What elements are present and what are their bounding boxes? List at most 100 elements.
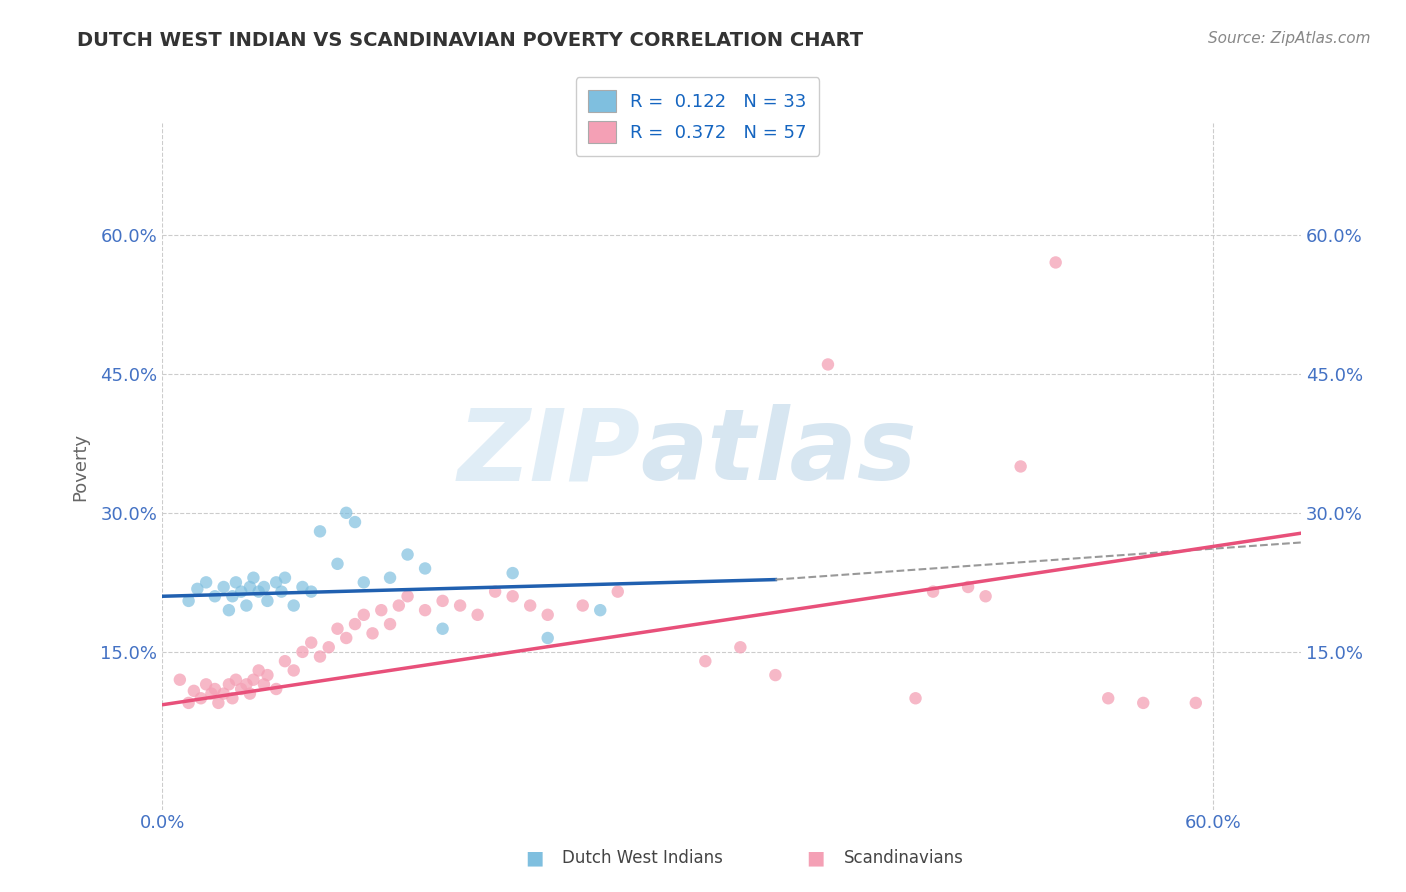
Point [274, 654, 297, 668]
Point [519, 599, 541, 613]
Point [606, 584, 628, 599]
Point [253, 677, 276, 691]
Point [204, 589, 226, 603]
Point [309, 524, 332, 539]
Point [169, 673, 191, 687]
Point [247, 584, 270, 599]
Text: Dutch West Indians: Dutch West Indians [562, 849, 723, 867]
Point [817, 358, 839, 372]
Point [1010, 459, 1032, 474]
Text: ZIP: ZIP [457, 404, 641, 501]
Point [291, 645, 314, 659]
Point [957, 580, 980, 594]
Point [1045, 255, 1067, 269]
Point [589, 603, 612, 617]
Point [264, 681, 287, 696]
Y-axis label: Poverty: Poverty [72, 433, 89, 500]
Point [396, 548, 419, 562]
Point [335, 631, 357, 645]
Point [537, 607, 560, 622]
Point [253, 580, 276, 594]
Point [484, 584, 506, 599]
Point [1184, 696, 1206, 710]
Point [309, 649, 332, 664]
Point [370, 603, 392, 617]
Point [242, 673, 264, 687]
Point [730, 640, 752, 655]
Point [218, 603, 240, 617]
Point [256, 668, 278, 682]
Point [225, 575, 247, 590]
Text: Source: ZipAtlas.com: Source: ZipAtlas.com [1208, 31, 1371, 46]
Point [212, 580, 235, 594]
Point [204, 681, 226, 696]
Point [195, 575, 218, 590]
Point [186, 582, 208, 596]
Point [378, 617, 401, 632]
Point [353, 607, 375, 622]
Point [177, 594, 200, 608]
Point [221, 691, 243, 706]
Point [231, 584, 253, 599]
Point [388, 599, 411, 613]
Point [449, 599, 471, 613]
Point [242, 571, 264, 585]
Point [974, 589, 997, 603]
Point [432, 594, 454, 608]
Point [256, 594, 278, 608]
Point [239, 687, 262, 701]
Point [299, 635, 322, 649]
Point [270, 584, 292, 599]
Text: ■: ■ [806, 848, 825, 867]
Text: Scandinavians: Scandinavians [844, 849, 963, 867]
Point [231, 681, 253, 696]
Point [396, 589, 419, 603]
Text: ■: ■ [524, 848, 544, 867]
Point [335, 506, 357, 520]
Point [235, 677, 257, 691]
Point [207, 696, 229, 710]
Point [413, 603, 436, 617]
Point [195, 677, 218, 691]
Point [344, 617, 367, 632]
Point [326, 622, 349, 636]
Point [218, 677, 240, 691]
Point [283, 664, 305, 678]
Point [318, 640, 340, 655]
Point [212, 687, 235, 701]
Text: DUTCH WEST INDIAN VS SCANDINAVIAN POVERTY CORRELATION CHART: DUTCH WEST INDIAN VS SCANDINAVIAN POVERT… [77, 31, 863, 50]
Point [247, 664, 270, 678]
Point [274, 571, 297, 585]
Point [221, 589, 243, 603]
Point [353, 575, 375, 590]
Point [904, 691, 927, 706]
Point [1097, 691, 1119, 706]
Point [502, 589, 524, 603]
Point [502, 566, 524, 580]
Point [190, 691, 212, 706]
Point [1132, 696, 1154, 710]
Point [225, 673, 247, 687]
Point [291, 580, 314, 594]
Point [344, 515, 367, 529]
Point [200, 687, 222, 701]
Point [695, 654, 717, 668]
Point [299, 584, 322, 599]
Point [361, 626, 384, 640]
Point [537, 631, 560, 645]
Legend: R =  0.122   N = 33, R =  0.372   N = 57: R = 0.122 N = 33, R = 0.372 N = 57 [576, 78, 820, 156]
Point [922, 584, 945, 599]
Point [326, 557, 349, 571]
Point [239, 580, 262, 594]
Point [571, 599, 593, 613]
Point [432, 622, 454, 636]
Point [763, 668, 786, 682]
Point [378, 571, 401, 585]
Point [413, 561, 436, 575]
Point [467, 607, 489, 622]
Point [235, 599, 257, 613]
Point [183, 683, 205, 698]
Point [264, 575, 287, 590]
Text: atlas: atlas [641, 404, 917, 501]
Point [283, 599, 305, 613]
